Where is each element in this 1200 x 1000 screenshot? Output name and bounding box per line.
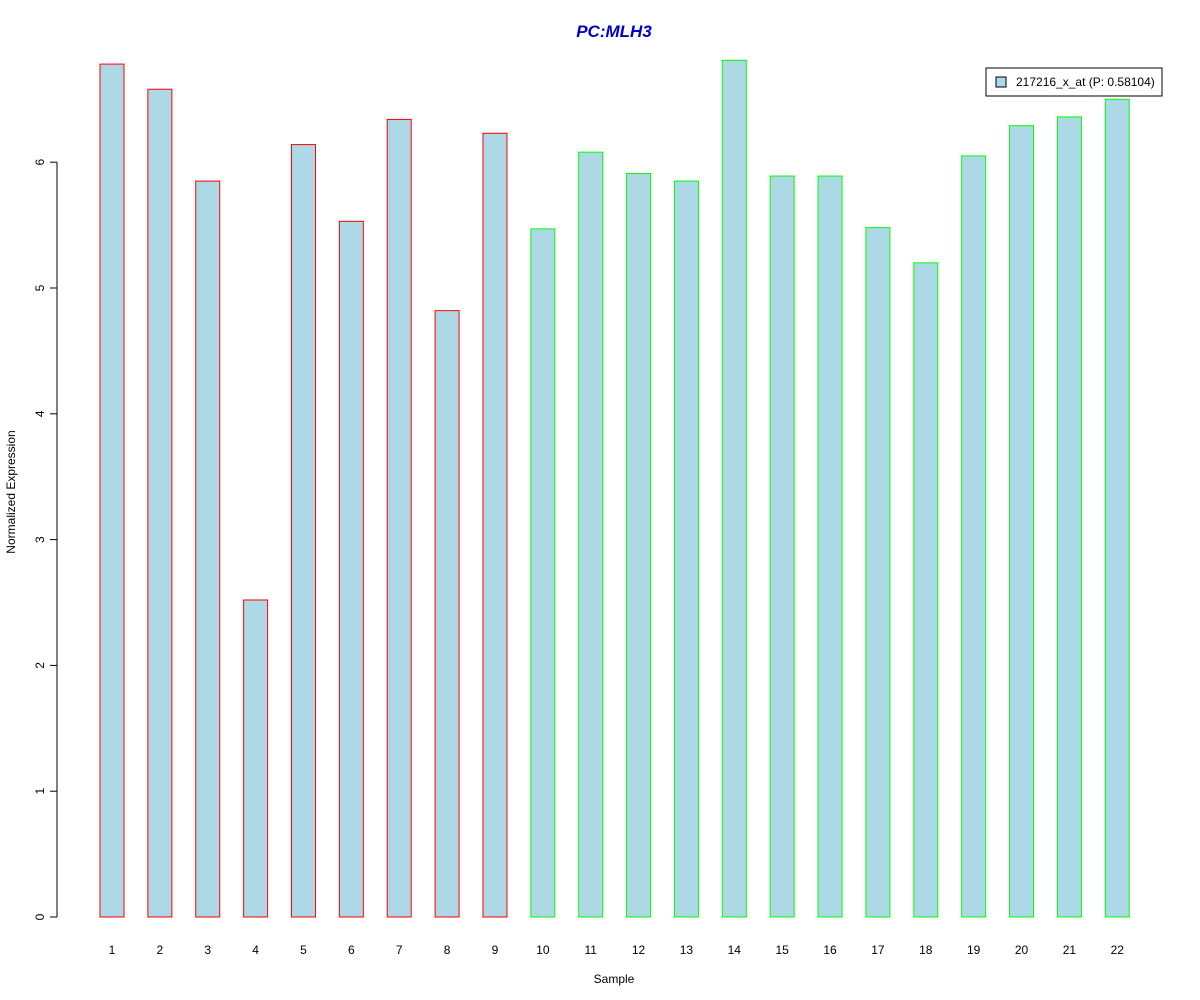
x-tick-label: 9 xyxy=(492,943,499,957)
legend-swatch xyxy=(995,76,1007,88)
x-tick-label: 5 xyxy=(300,943,307,957)
bar-sample-12 xyxy=(626,173,652,918)
x-tick-label: 1 xyxy=(109,943,116,957)
x-tick-label: 7 xyxy=(396,943,403,957)
bar-sample-9 xyxy=(482,132,508,918)
x-tick-label: 16 xyxy=(823,943,837,957)
y-tick-label: 1 xyxy=(33,788,47,795)
bar-sample-19 xyxy=(961,155,987,918)
bar-sample-18 xyxy=(913,262,939,918)
y-axis-title: Normalized Expression xyxy=(4,430,18,553)
x-tick-label: 6 xyxy=(348,943,355,957)
y-tick-label: 3 xyxy=(33,536,47,543)
bar-sample-17 xyxy=(865,227,891,918)
x-tick-label: 22 xyxy=(1111,943,1125,957)
x-tick-label: 2 xyxy=(157,943,164,957)
bar-sample-15 xyxy=(769,175,795,918)
x-tick-label: 15 xyxy=(776,943,790,957)
x-tick-label: 21 xyxy=(1063,943,1077,957)
bar-sample-1 xyxy=(99,63,125,918)
x-tick-label: 8 xyxy=(444,943,451,957)
bar-sample-10 xyxy=(530,228,556,918)
bar-sample-7 xyxy=(386,118,412,918)
y-tick-label: 2 xyxy=(33,662,47,669)
x-tick-label: 17 xyxy=(871,943,885,957)
x-tick-label: 3 xyxy=(204,943,211,957)
bar-sample-16 xyxy=(817,175,843,918)
legend: 217216_x_at (P: 0.58104) xyxy=(985,67,1163,97)
x-tick-label: 19 xyxy=(967,943,981,957)
bar-sample-14 xyxy=(721,59,747,918)
bar-sample-4 xyxy=(243,599,269,918)
bar-sample-2 xyxy=(147,88,173,918)
x-tick-label: 20 xyxy=(1015,943,1029,957)
bar-sample-5 xyxy=(290,144,316,918)
bar-sample-13 xyxy=(673,180,699,918)
bar-sample-6 xyxy=(338,220,364,918)
legend-label: 217216_x_at (P: 0.58104) xyxy=(1016,75,1155,89)
x-tick-label: 4 xyxy=(252,943,259,957)
x-tick-label: 10 xyxy=(536,943,550,957)
bars xyxy=(99,59,1130,918)
x-axis-title: Sample xyxy=(594,972,635,986)
legend-box xyxy=(985,67,1163,97)
bar-sample-20 xyxy=(1009,125,1035,918)
x-tick-label: 12 xyxy=(632,943,646,957)
x-tick-label: 11 xyxy=(584,943,597,957)
y-tick-label: 0 xyxy=(33,913,47,920)
y-tick-label: 6 xyxy=(33,159,47,166)
bar-sample-3 xyxy=(195,180,221,918)
y-tick-label: 4 xyxy=(33,410,47,417)
bar-sample-11 xyxy=(578,151,604,918)
x-tick-label: 14 xyxy=(728,943,742,957)
y-tick-label: 5 xyxy=(33,284,47,291)
x-axis-tick-labels: 1 2 3 4 5 6 7 8 9 10 11 12 13 14 15 16 17 18 19 20 21 22 xyxy=(109,943,1125,957)
bar-sample-21 xyxy=(1056,116,1082,918)
y-axis-ticks: 0 1 2 3 4 5 6 xyxy=(33,159,57,920)
chart-title: PC:MLH3 xyxy=(576,22,652,41)
x-tick-label: 13 xyxy=(680,943,694,957)
x-tick-label: 18 xyxy=(919,943,933,957)
bar-sample-22 xyxy=(1104,98,1130,918)
bar-sample-8 xyxy=(434,310,460,918)
